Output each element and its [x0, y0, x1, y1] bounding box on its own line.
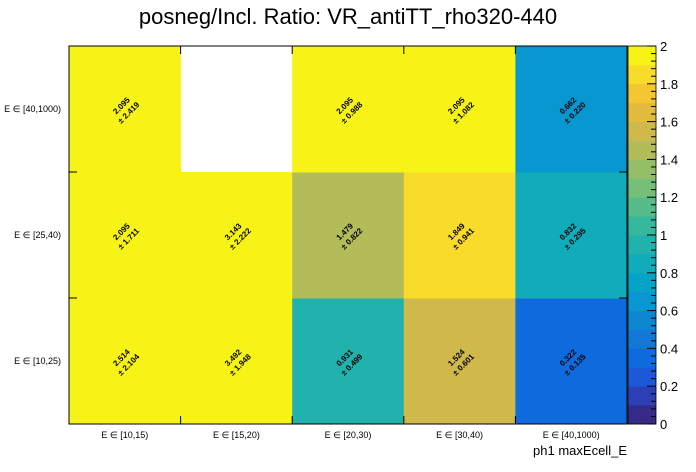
- colorbar-tick-label: 2: [660, 39, 667, 54]
- colorbar-band: [628, 178, 656, 198]
- colorbar-tick-label: 1.6: [660, 115, 678, 130]
- colorbar-band: [628, 348, 656, 368]
- heatmap-cell: [69, 172, 182, 299]
- colorbar-band: [628, 405, 656, 425]
- colorbar-band: [628, 235, 656, 255]
- x-axis-title: ph1 maxEcell_E: [533, 443, 627, 458]
- heatmap-cell: [515, 46, 628, 173]
- heatmap-cell: [69, 46, 182, 173]
- heatmap-cell: [403, 298, 516, 425]
- y-tick-label: E ∈ [40,1000): [4, 104, 61, 114]
- heatmap-cell: [403, 172, 516, 299]
- colorbar-tick-label: 0.2: [660, 379, 678, 394]
- heatmap-cell: [292, 46, 405, 173]
- colorbar-tick-label: 0: [660, 417, 667, 432]
- colorbar-band: [628, 253, 656, 274]
- x-tick-label: E ∈ [40,1000): [543, 430, 600, 440]
- heatmap-cell: [292, 172, 405, 299]
- heatmap-cell: [69, 298, 182, 425]
- y-tick-label: E ∈ [10,25): [14, 356, 61, 366]
- x-tick-label: E ∈ [20,30): [325, 430, 372, 440]
- colorbar-tick-label: 0.6: [660, 304, 678, 319]
- colorbar-band: [628, 46, 656, 66]
- y-tick-label: E ∈ [25,40): [14, 230, 61, 240]
- color-scale: 0 0.2 0.4 0.6 0.8 1 1.2 1.4 1.6 1.8 2: [627, 39, 678, 432]
- colorbar-tick-label: 1.8: [660, 77, 678, 92]
- colorbar-band: [628, 83, 656, 104]
- y-axis: E ∈ [10,25) E ∈ [25,40) E ∈ [40,1000): [4, 45, 627, 425]
- x-tick-label: E ∈ [15,20): [213, 430, 260, 440]
- x-axis: E ∈ [10,15) E ∈ [15,20) E ∈ [20,30) E ∈ [30…: [68, 46, 628, 440]
- heatmap-cell: [180, 298, 293, 425]
- colorbar-band: [628, 197, 656, 217]
- colorbar-tick-label: 1.4: [660, 152, 678, 167]
- colorbar-band: [628, 310, 656, 330]
- colorbar-band: [628, 102, 656, 122]
- heatmap-cell: [515, 172, 628, 299]
- colorbar-band: [628, 64, 656, 85]
- chart-title: posneg/Incl. Ratio: VR_antiTT_rho320-440: [139, 4, 557, 29]
- colorbar-band: [628, 386, 656, 406]
- colorbar-band: [628, 159, 656, 179]
- plot-frame: [68, 45, 628, 425]
- colorbar-band: [628, 216, 656, 236]
- heatmap-cell: [515, 298, 628, 425]
- heatmap-cell: [403, 46, 516, 173]
- heatmap-cell: [180, 172, 293, 299]
- colorbar-band: [628, 121, 656, 141]
- colorbar-tick-label: 0.4: [660, 341, 678, 356]
- colorbar-band: [628, 291, 656, 311]
- colorbar-tick-label: 1: [660, 228, 667, 243]
- x-tick-label: E ∈ [30,40): [436, 430, 483, 440]
- heatmap-cell: [292, 298, 405, 425]
- colorbar-band: [628, 140, 656, 160]
- colorbar-band: [628, 272, 656, 293]
- colorbar-tick-label: 0.8: [660, 266, 678, 281]
- x-tick-label: E ∈ [10,15): [101, 430, 148, 440]
- colorbar-band: [628, 367, 656, 387]
- colorbar-tick-label: 1.2: [660, 190, 678, 205]
- colorbar-band: [628, 329, 656, 349]
- cells-layer: [69, 46, 628, 425]
